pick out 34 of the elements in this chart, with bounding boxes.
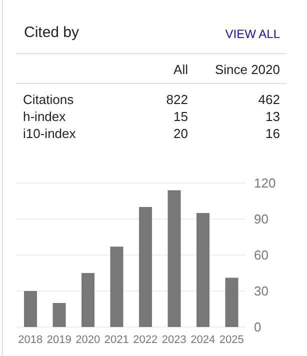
text: All [172,62,188,79]
x-tick-label: 2021 [104,334,129,346]
text: 16 [264,126,280,143]
bar [52,303,66,327]
text: Since 2020 [214,62,280,79]
bar [110,246,124,327]
view-all-link[interactable]: VIEW ALL [225,27,280,41]
y-tick-label: 90 [254,212,268,227]
x-tick-label: 2019 [46,334,72,346]
y-tick-label: 30 [254,284,268,299]
y-tick-label: 120 [254,176,276,191]
chart-title: Cited by [24,24,80,41]
text: h-index [23,109,67,126]
bar [24,291,37,327]
x-tick-label: 2020 [76,334,100,346]
text: i10-index [23,126,77,143]
text: Citations [23,92,75,109]
x-tick-label: 2018 [18,334,43,346]
text: 822 [165,92,188,109]
y-tick-label: 0 [254,320,262,335]
y-tick-label: 60 [254,248,268,263]
text: 13 [264,109,280,126]
bar [139,207,152,327]
x-tick-label: 2024 [190,334,216,346]
x-tick-label: 2022 [133,334,158,346]
bar [196,213,210,327]
text: 20 [172,126,188,143]
x-tick-label: 2023 [162,334,186,346]
bar [225,278,238,327]
text: 15 [172,109,188,126]
bar [168,190,181,327]
bar [82,273,94,327]
text: 462 [257,92,280,109]
x-tick-label: 2025 [219,334,244,346]
